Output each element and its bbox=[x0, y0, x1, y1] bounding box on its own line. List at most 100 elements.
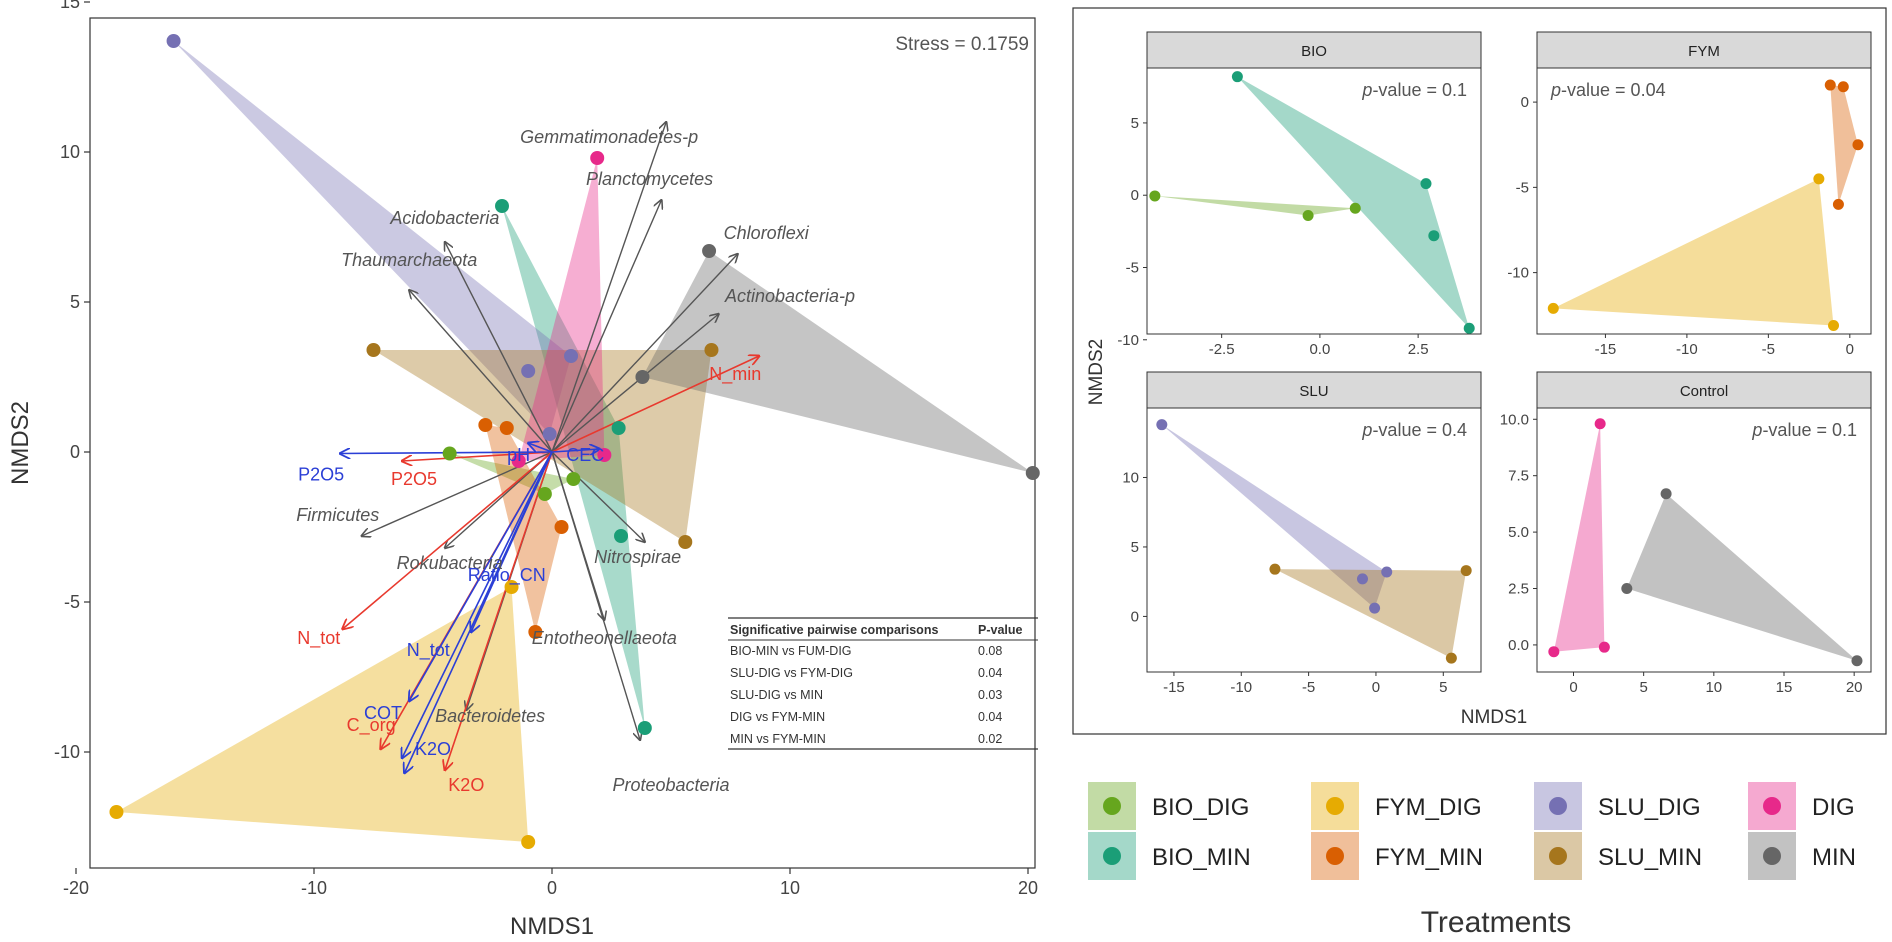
env-label-blue: Ratio_CN bbox=[468, 565, 546, 586]
facet-x-tick-label: 5 bbox=[1439, 679, 1447, 696]
y-tick-label: 5 bbox=[70, 292, 80, 312]
env-arrow-blue bbox=[551, 449, 600, 452]
env-arrow-blue bbox=[404, 451, 553, 773]
facet-point-bio_dig bbox=[1149, 190, 1161, 202]
hull-bio_min bbox=[502, 206, 645, 728]
facet-point-dig bbox=[1594, 418, 1606, 430]
legend-label: MIN bbox=[1812, 844, 1856, 871]
facet-plot-border bbox=[1536, 67, 1872, 335]
facet-point-bio_min bbox=[1420, 178, 1432, 190]
facet-hull-fym_dig bbox=[1553, 178, 1834, 326]
facet-y-tick-label: 0 bbox=[1131, 187, 1139, 204]
point-min bbox=[702, 244, 717, 258]
x-tick-label: 0 bbox=[547, 878, 557, 898]
taxa-label: Acidobacteria bbox=[389, 208, 499, 228]
legend-item-bio_dig: BIO_DIG bbox=[1088, 782, 1249, 830]
hull-dig bbox=[518, 158, 605, 461]
facet-hull-dig bbox=[1553, 423, 1605, 652]
facet-point-slu_min bbox=[1460, 565, 1472, 577]
facet-y-tick-label: -10 bbox=[1117, 332, 1139, 349]
hull-fym_min bbox=[485, 425, 562, 632]
facet-point-bio_dig bbox=[1302, 209, 1314, 221]
table-row-pvalue: 0.04 bbox=[978, 666, 1002, 680]
facet-point-fym_min bbox=[1824, 79, 1836, 91]
facet-x-tick-label: 0 bbox=[1846, 341, 1854, 358]
table-header-comparison: Significative pairwise comparisons bbox=[730, 623, 938, 637]
taxa-label: Proteobacteria bbox=[612, 775, 729, 795]
facet-bio: BIO p-value = 0.1 -2.5 0.0 2.5 -10 -5 0 5 bbox=[1117, 31, 1482, 358]
facet-panels: BIO p-value = 0.1 -2.5 0.0 2.5 -10 -5 0 5 FYM p-va… bbox=[1117, 31, 1872, 696]
facet-point-min bbox=[1621, 583, 1633, 595]
point-dig bbox=[511, 454, 526, 468]
legend-item-slu_dig: SLU_DIG bbox=[1534, 782, 1701, 830]
treatments-legend: BIO_DIG BIO_MIN FYM_DIG FYM_MIN SLU_DIG SLU_M… bbox=[1088, 782, 1856, 880]
point-slu_min bbox=[366, 343, 381, 357]
legend-marker bbox=[1103, 847, 1121, 865]
facet-hull-slu_min bbox=[1274, 569, 1467, 659]
facet-y-tick-label: 5 bbox=[1131, 539, 1139, 556]
facet-title: BIO bbox=[1301, 43, 1327, 60]
legend-marker bbox=[1763, 797, 1781, 815]
facet-hull-bio_dig bbox=[1154, 195, 1356, 216]
env-label-blue: CEC bbox=[566, 445, 604, 465]
legend-marker bbox=[1326, 847, 1344, 865]
legend-label: FYM_DIG bbox=[1375, 794, 1482, 821]
env-label-blue: N_tot bbox=[407, 640, 450, 661]
taxa-arrow bbox=[445, 242, 553, 453]
facet-title: SLU bbox=[1299, 383, 1328, 400]
legend-item-fym_dig: FYM_DIG bbox=[1311, 782, 1482, 830]
env-label-blue: COT bbox=[364, 703, 402, 723]
legend-label: BIO_MIN bbox=[1152, 844, 1251, 871]
facet-slu: SLU p-value = 0.4 -15 -10 -5 0 5 0 5 10 bbox=[1122, 371, 1482, 696]
legend-marker bbox=[1549, 797, 1567, 815]
taxa-arrow bbox=[551, 122, 666, 453]
point-slu_min bbox=[704, 343, 719, 357]
facet-plot-border bbox=[1146, 407, 1482, 673]
point-dig bbox=[597, 448, 612, 462]
main-vector-labels: Gemmatimonadetes-p Planctomycetes Acidobac… bbox=[296, 127, 855, 795]
main-env-vectors bbox=[340, 356, 759, 773]
taxa-arrow bbox=[409, 290, 553, 453]
facet-x-tick-label: 2.5 bbox=[1408, 341, 1429, 358]
env-arrow-blue bbox=[402, 451, 553, 758]
facet-point-fym_min bbox=[1852, 139, 1864, 151]
taxa-label: Nitrospirae bbox=[594, 547, 681, 567]
legend-marker bbox=[1549, 847, 1567, 865]
table-row-comparison: SLU-DIG vs MIN bbox=[730, 688, 823, 702]
facet-point-slu_dig bbox=[1381, 566, 1393, 578]
legend-item-slu_min: SLU_MIN bbox=[1534, 832, 1702, 880]
facet-x-tick-label: 0.0 bbox=[1309, 341, 1330, 358]
taxa-arrow bbox=[551, 254, 738, 453]
env-arrow-red bbox=[343, 451, 553, 629]
legend-item-fym_min: FYM_MIN bbox=[1311, 832, 1483, 880]
taxa-label: Bacteroidetes bbox=[435, 706, 545, 726]
point-slu_dig bbox=[166, 34, 181, 48]
table-header-pvalue: P-value bbox=[978, 623, 1023, 637]
point-bio_min bbox=[614, 529, 629, 543]
main-points bbox=[109, 34, 1040, 849]
facet-hull-fym_min bbox=[1830, 85, 1858, 205]
legend-marker bbox=[1326, 797, 1344, 815]
legend-label: SLU_DIG bbox=[1598, 794, 1701, 821]
facet-point-slu_dig bbox=[1369, 602, 1381, 614]
env-arrow-red bbox=[445, 451, 553, 770]
legend-marker bbox=[1763, 847, 1781, 865]
point-bio_dig bbox=[566, 472, 581, 486]
table-row-comparison: SLU-DIG vs FYM-DIG bbox=[730, 666, 853, 680]
point-fym_min bbox=[528, 625, 543, 639]
facet-title: FYM bbox=[1688, 43, 1720, 60]
taxa-arrow bbox=[551, 451, 640, 740]
facet-point-fym_dig bbox=[1813, 173, 1825, 185]
taxa-label: Actinobacteria-p bbox=[724, 286, 855, 306]
facet-y-tick-label: 7.5 bbox=[1508, 468, 1529, 485]
facet-fym: FYM p-value = 0.04 -15 -10 -5 0 -10 -5 0 bbox=[1507, 31, 1872, 358]
facet-point-bio_min bbox=[1463, 322, 1475, 334]
point-bio_dig bbox=[537, 487, 552, 501]
point-slu_dig bbox=[564, 349, 579, 363]
facet-x-tick-label: 0 bbox=[1372, 679, 1380, 696]
env-label-red: N_min bbox=[709, 364, 761, 385]
point-min bbox=[635, 370, 650, 384]
facet-point-dig bbox=[1548, 646, 1560, 658]
facet-y-axis-label: NMDS2 bbox=[1086, 339, 1107, 406]
